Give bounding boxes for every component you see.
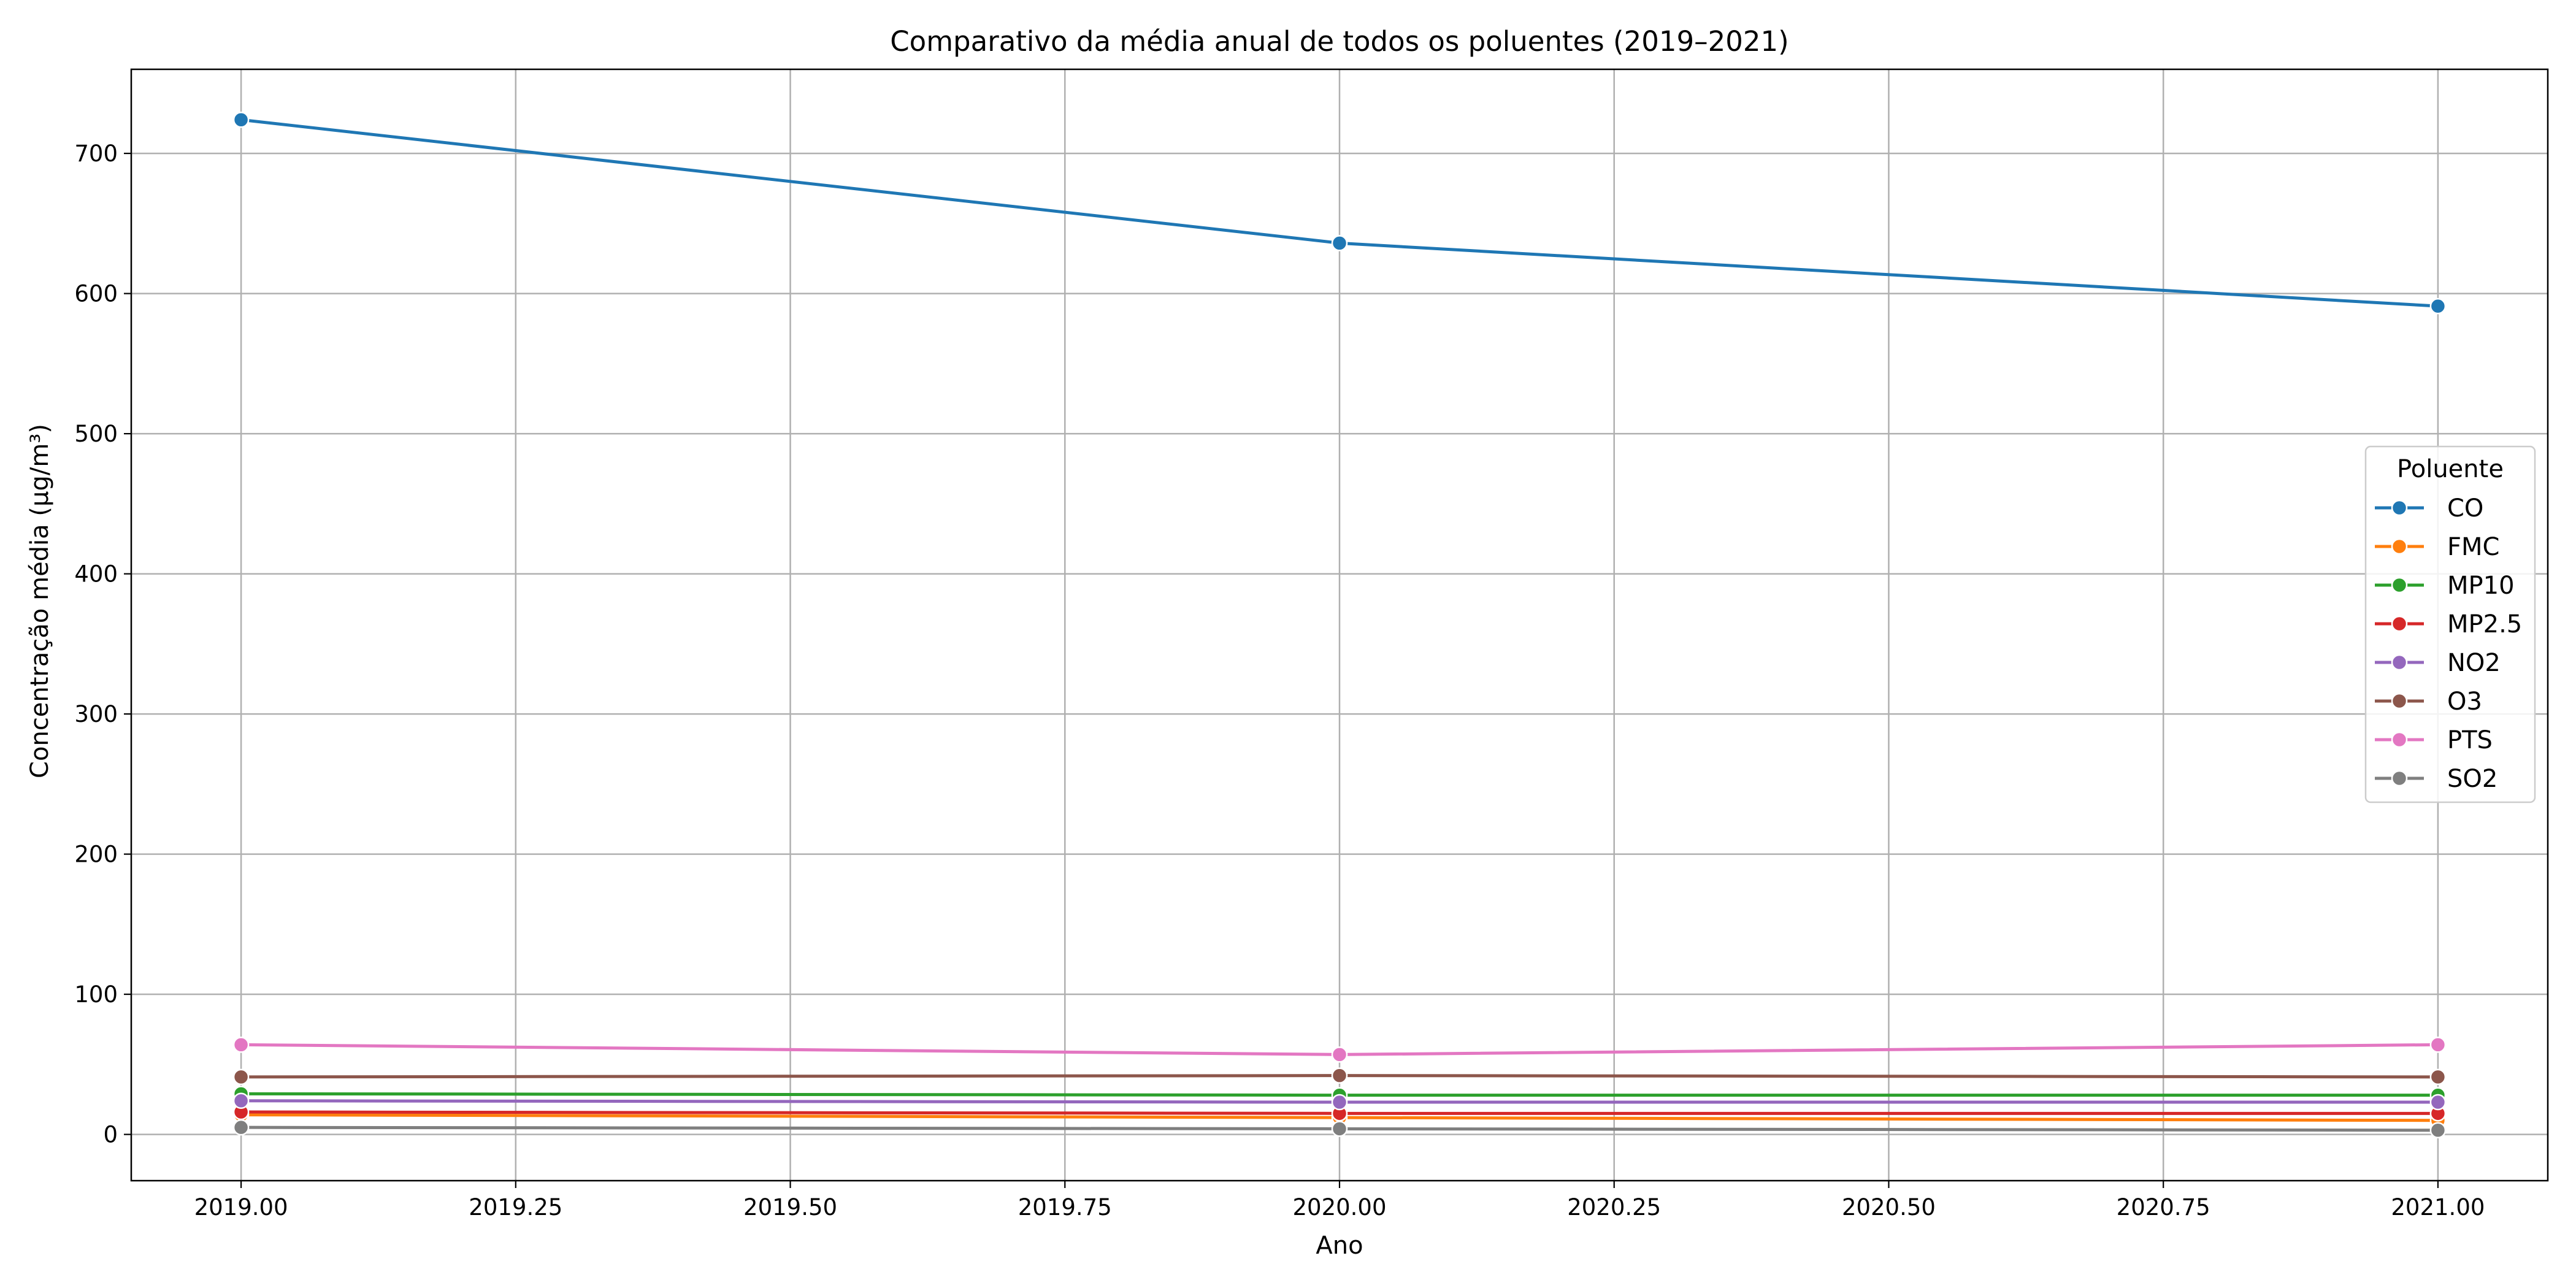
series-o3 [232, 1067, 2447, 1086]
series-co [232, 112, 2447, 315]
x-tick-label: 2021.00 [2391, 1194, 2485, 1221]
legend-label: PTS [2447, 726, 2493, 754]
legend-item-so2: SO2 [2375, 765, 2497, 793]
y-tick-label: 700 [74, 140, 118, 167]
legend-marker [2391, 538, 2408, 555]
y-tick-label: 400 [74, 561, 118, 588]
data-point-so2 [1331, 1121, 1348, 1137]
legend-label: FMC [2447, 533, 2499, 561]
data-point-pts [1331, 1046, 1348, 1063]
legend-marker [2391, 577, 2408, 594]
series-no2 [232, 1092, 2447, 1111]
legend-marker [2391, 731, 2408, 748]
y-tick-label: 0 [103, 1122, 118, 1148]
legend-items: CO FMC MP10 MP2.5 NO2 O3 PTS SO2 [2375, 494, 2522, 793]
y-axis-ticks: 0 100 200 300 400 500 600 700 [74, 140, 131, 1148]
legend-item-co: CO [2375, 494, 2483, 523]
legend-item-pts: PTS [2375, 726, 2493, 754]
data-point-pts [232, 1037, 250, 1053]
legend-label: NO2 [2447, 649, 2501, 677]
legend-title: Poluente [2397, 455, 2504, 483]
series-so2 [232, 1119, 2447, 1138]
y-axis-label: Concentração média (µg/m³) [26, 424, 54, 778]
x-tick-label: 2020.00 [1292, 1194, 1386, 1221]
data-point-o3 [2429, 1068, 2447, 1086]
data-point-no2 [232, 1092, 250, 1110]
y-tick-label: 300 [74, 701, 118, 727]
data-point-o3 [1331, 1067, 1348, 1084]
legend-label: SO2 [2447, 765, 2497, 793]
x-axis-ticks: 2019.00 2019.25 2019.50 2019.75 2020.00 2020.… [194, 1181, 2485, 1221]
series-pts [232, 1037, 2447, 1063]
x-tick-label: 2020.25 [1567, 1194, 1661, 1221]
data-point-o3 [232, 1068, 250, 1086]
x-tick-label: 2020.50 [1842, 1194, 1936, 1221]
data-point-pts [2429, 1037, 2447, 1053]
legend-item-o3: O3 [2375, 688, 2482, 716]
data-point-no2 [2429, 1094, 2447, 1111]
legend-item-mp10: MP10 [2375, 572, 2515, 600]
x-tick-label: 2020.75 [2117, 1194, 2210, 1221]
series-mp2-5 [232, 1103, 2447, 1122]
legend-marker [2391, 654, 2408, 671]
y-tick-label: 100 [74, 981, 118, 1008]
x-tick-label: 2019.75 [1018, 1194, 1112, 1221]
data-point-co [2429, 297, 2447, 315]
legend-box [2364, 445, 2536, 803]
chart-title: Comparativo da média anual de todos os p… [890, 25, 1788, 58]
data-point-so2 [232, 1119, 250, 1136]
legend-label: CO [2447, 494, 2483, 523]
data-point-so2 [2429, 1122, 2447, 1138]
legend-marker [2391, 499, 2408, 516]
x-axis-label: Ano [1316, 1232, 1363, 1260]
data-point-no2 [1331, 1094, 1348, 1111]
data-point-co [1331, 235, 1348, 251]
legend: Poluente CO FMC MP10 MP2.5 NO2 O3 PTS SO2 [2364, 445, 2536, 803]
legend-label: O3 [2447, 688, 2482, 716]
legend-item-no2: NO2 [2375, 649, 2501, 677]
x-tick-label: 2019.00 [194, 1194, 288, 1221]
legend-label: MP2.5 [2447, 610, 2522, 638]
series-group [232, 112, 2447, 1138]
data-point-co [232, 112, 250, 128]
legend-label: MP10 [2447, 572, 2515, 600]
x-tick-label: 2019.25 [469, 1194, 562, 1221]
y-tick-label: 500 [74, 421, 118, 447]
legend-item-fmc: FMC [2375, 533, 2499, 561]
legend-marker [2391, 615, 2408, 632]
y-tick-label: 200 [74, 841, 118, 868]
legend-marker [2391, 692, 2408, 710]
legend-item-mp2-5: MP2.5 [2375, 610, 2522, 638]
y-tick-label: 600 [74, 281, 118, 307]
x-tick-label: 2019.50 [743, 1194, 837, 1221]
legend-marker [2391, 770, 2408, 787]
